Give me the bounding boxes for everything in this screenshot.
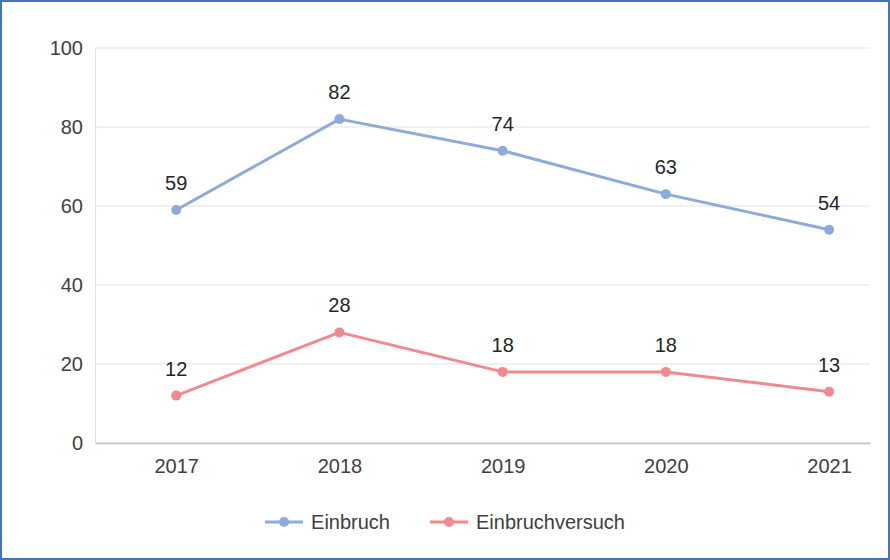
data-labels: 59 82 74 63 54 12 28 18 18 13: [165, 81, 840, 380]
legend-label: Einbruchversuch: [476, 511, 625, 533]
x-tick-label: 2020: [644, 455, 689, 477]
y-tick-label: 80: [61, 116, 83, 138]
grid-line: [95, 285, 870, 286]
point: [171, 391, 181, 401]
y-tick-label: 0: [72, 432, 83, 454]
point: [334, 327, 344, 337]
x-tick-label: 2021: [807, 455, 852, 477]
data-label: 54: [818, 192, 840, 214]
y-tick: 20: [61, 353, 95, 375]
grid-line: [95, 443, 870, 444]
x-tick: 2020: [644, 443, 689, 477]
data-label: 82: [328, 81, 350, 103]
point: [498, 367, 508, 377]
y-axis: 0 20 40 60 80 100: [50, 37, 96, 454]
y-tick: 60: [61, 195, 95, 217]
y-tick: 100: [50, 37, 95, 59]
data-label: 13: [818, 354, 840, 376]
legend: Einbruch Einbruchversuch: [265, 511, 625, 533]
point: [171, 205, 181, 215]
frame: [1, 1, 889, 559]
point: [824, 225, 834, 235]
legend-marker: [279, 517, 289, 527]
x-tick: 2021: [807, 443, 852, 477]
y-tick-label: 20: [61, 353, 83, 375]
x-tick: 2018: [318, 443, 363, 477]
data-label: 74: [492, 113, 514, 135]
data-label: 12: [165, 358, 187, 380]
legend-label: Einbruch: [311, 511, 390, 533]
marks: [171, 114, 834, 401]
grid-line: [95, 364, 870, 365]
legend-item: Einbruchversuch: [430, 511, 625, 533]
grid: [95, 48, 870, 443]
series-line: [176, 332, 829, 395]
data-label: 18: [655, 334, 677, 356]
data-label: 28: [328, 294, 350, 316]
point: [661, 367, 671, 377]
y-tick: 0: [72, 432, 95, 454]
y-tick-label: 100: [50, 37, 83, 59]
y-tick: 80: [61, 116, 95, 138]
y-tick-label: 60: [61, 195, 83, 217]
legend-marker: [444, 517, 454, 527]
point: [334, 114, 344, 124]
series-line: [176, 119, 829, 230]
y-tick: 40: [61, 274, 95, 296]
point: [661, 189, 671, 199]
data-label: 63: [655, 156, 677, 178]
point: [824, 387, 834, 397]
data-label: 59: [165, 172, 187, 194]
grid-line: [95, 48, 870, 49]
legend-item: Einbruch: [265, 511, 390, 533]
y-axis-line: [95, 49, 96, 444]
y-tick-label: 40: [61, 274, 83, 296]
point: [498, 146, 508, 156]
x-axis-line: [96, 443, 871, 445]
chart: 0 20 40 60 80 100 2017 2018 2019 2020 2021 59 82 74 63…: [0, 0, 890, 560]
grid-line: [95, 127, 870, 128]
x-tick-label: 2019: [481, 455, 525, 477]
x-tick-label: 2017: [154, 455, 199, 477]
x-tick-label: 2018: [318, 455, 363, 477]
grid-line: [95, 206, 870, 207]
x-tick: 2019: [481, 443, 525, 477]
x-axis: 2017 2018 2019 2020 2021: [96, 443, 871, 477]
x-tick: 2017: [154, 443, 199, 477]
data-label: 18: [492, 334, 514, 356]
